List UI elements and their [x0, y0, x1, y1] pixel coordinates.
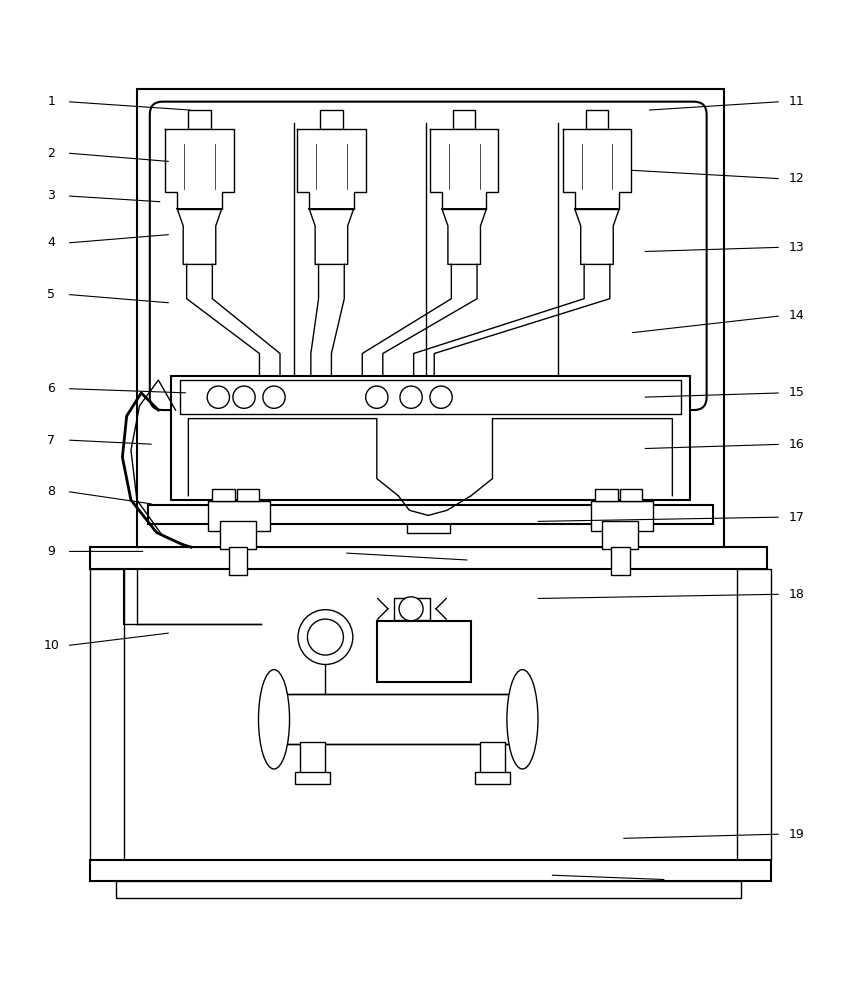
Polygon shape	[309, 209, 354, 264]
Circle shape	[400, 386, 422, 408]
Text: 10: 10	[43, 639, 59, 652]
Bar	[90, 547, 766, 569]
Circle shape	[430, 386, 452, 408]
Bar	[595, 489, 618, 501]
Bar	[90, 860, 771, 881]
Bar	[148, 505, 714, 524]
Polygon shape	[574, 209, 619, 264]
Bar	[394, 598, 430, 620]
Polygon shape	[442, 209, 486, 264]
Bar	[274, 694, 522, 744]
Text: 1: 1	[48, 95, 55, 108]
Text: 6: 6	[48, 382, 55, 395]
Bar	[479, 742, 505, 776]
Bar	[299, 742, 325, 776]
Text: 4: 4	[48, 236, 55, 249]
Bar	[180, 380, 681, 414]
Bar	[407, 515, 450, 533]
Circle shape	[399, 597, 423, 621]
Bar	[591, 501, 653, 531]
Bar	[611, 547, 630, 575]
Text: 18: 18	[789, 588, 804, 601]
Bar	[208, 501, 270, 531]
Polygon shape	[430, 129, 498, 209]
FancyBboxPatch shape	[150, 102, 707, 410]
Bar	[228, 547, 247, 575]
Bar	[90, 569, 124, 860]
Text: 14: 14	[789, 309, 804, 322]
Text: 16: 16	[789, 438, 804, 451]
Bar	[220, 521, 256, 549]
Polygon shape	[563, 129, 631, 209]
Polygon shape	[165, 129, 234, 209]
Circle shape	[208, 386, 229, 408]
Bar	[189, 110, 210, 129]
Bar	[602, 521, 638, 549]
Bar	[237, 489, 260, 501]
Text: 11: 11	[789, 95, 804, 108]
Bar	[377, 621, 471, 682]
Circle shape	[263, 386, 285, 408]
Ellipse shape	[507, 670, 538, 769]
Circle shape	[233, 386, 255, 408]
Circle shape	[366, 386, 388, 408]
Text: 12: 12	[789, 172, 804, 185]
Text: 8: 8	[48, 485, 55, 498]
Bar	[586, 110, 608, 129]
Text: 15: 15	[789, 386, 804, 399]
Text: 9: 9	[48, 545, 55, 558]
Text: 2: 2	[48, 147, 55, 160]
Bar	[137, 89, 724, 547]
Text: 7: 7	[48, 434, 55, 447]
Bar	[620, 489, 643, 501]
Polygon shape	[298, 129, 366, 209]
Bar	[453, 110, 476, 129]
Text: 3: 3	[48, 189, 55, 202]
Bar	[212, 489, 234, 501]
Bar	[171, 376, 689, 500]
Bar	[296, 772, 330, 784]
Text: 5: 5	[48, 288, 55, 301]
Circle shape	[307, 619, 343, 655]
Polygon shape	[177, 209, 221, 264]
Text: 19: 19	[789, 828, 804, 841]
Bar	[320, 110, 343, 129]
Circle shape	[298, 610, 353, 664]
Text: 13: 13	[789, 241, 804, 254]
Text: 17: 17	[789, 511, 804, 524]
Ellipse shape	[259, 670, 290, 769]
Bar	[116, 881, 741, 898]
Bar	[476, 772, 509, 784]
Bar	[737, 569, 771, 860]
